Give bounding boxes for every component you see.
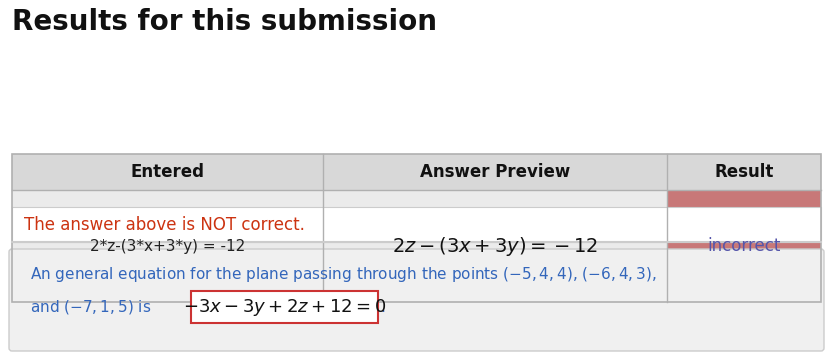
Text: $-3x - 3y + 2z + 12 = 0$: $-3x - 3y + 2z + 12 = 0$	[182, 297, 387, 317]
Text: Result: Result	[715, 163, 774, 181]
Text: and $(-7, 1, 5)$ is: and $(-7, 1, 5)$ is	[30, 298, 152, 316]
Text: Answer Preview: Answer Preview	[421, 163, 571, 181]
FancyBboxPatch shape	[12, 207, 821, 242]
FancyBboxPatch shape	[12, 190, 323, 302]
FancyBboxPatch shape	[667, 190, 821, 302]
FancyBboxPatch shape	[9, 249, 824, 351]
Text: The answer above is NOT correct.: The answer above is NOT correct.	[24, 215, 305, 233]
Text: .: .	[380, 299, 385, 315]
Text: $2z - (3x + 3y) = -12$: $2z - (3x + 3y) = -12$	[392, 234, 599, 257]
FancyBboxPatch shape	[323, 190, 667, 302]
Text: Entered: Entered	[131, 163, 205, 181]
FancyBboxPatch shape	[12, 154, 821, 190]
Text: 2*z-(3*x+3*y) = -12: 2*z-(3*x+3*y) = -12	[90, 239, 246, 253]
Text: An general equation for the plane passing through the points $(-5, 4, 4)$, $(-6,: An general equation for the plane passin…	[30, 264, 656, 283]
Text: incorrect: incorrect	[707, 237, 781, 255]
FancyBboxPatch shape	[191, 291, 378, 323]
Text: Results for this submission: Results for this submission	[12, 8, 437, 36]
